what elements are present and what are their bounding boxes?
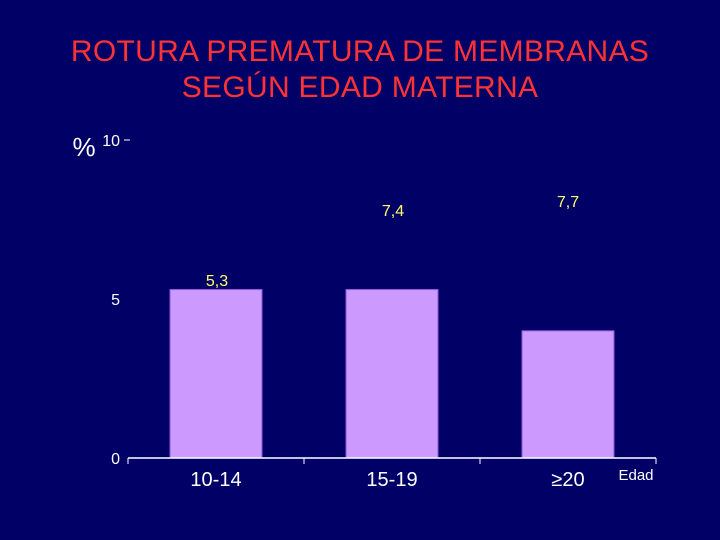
x-tick-label: 15-19 (366, 469, 417, 491)
bar (345, 288, 439, 459)
data-label: 7,7 (557, 194, 579, 211)
chart-title: ROTURA PREMATURA DE MEMBRANAS SEGÚN EDAD… (0, 34, 720, 106)
x-axis-label: Edad (618, 467, 653, 484)
bar (169, 288, 263, 459)
data-label: 7,4 (382, 203, 404, 220)
y-axis-label: % (72, 132, 95, 162)
x-tick-label: 10-14 (190, 469, 241, 491)
y-tick-label: 0 (111, 451, 120, 468)
chart-title-line-1: ROTURA PREMATURA DE MEMBRANAS (70, 35, 650, 68)
y-tick-label: 10 (102, 133, 120, 150)
chart-title-line-2: SEGÚN EDAD MATERNA (181, 71, 539, 104)
x-tick-label: ≥20 (551, 469, 584, 491)
data-label: 5,3 (206, 273, 228, 290)
y-tick-label: 5 (111, 292, 120, 309)
bar (521, 330, 615, 459)
